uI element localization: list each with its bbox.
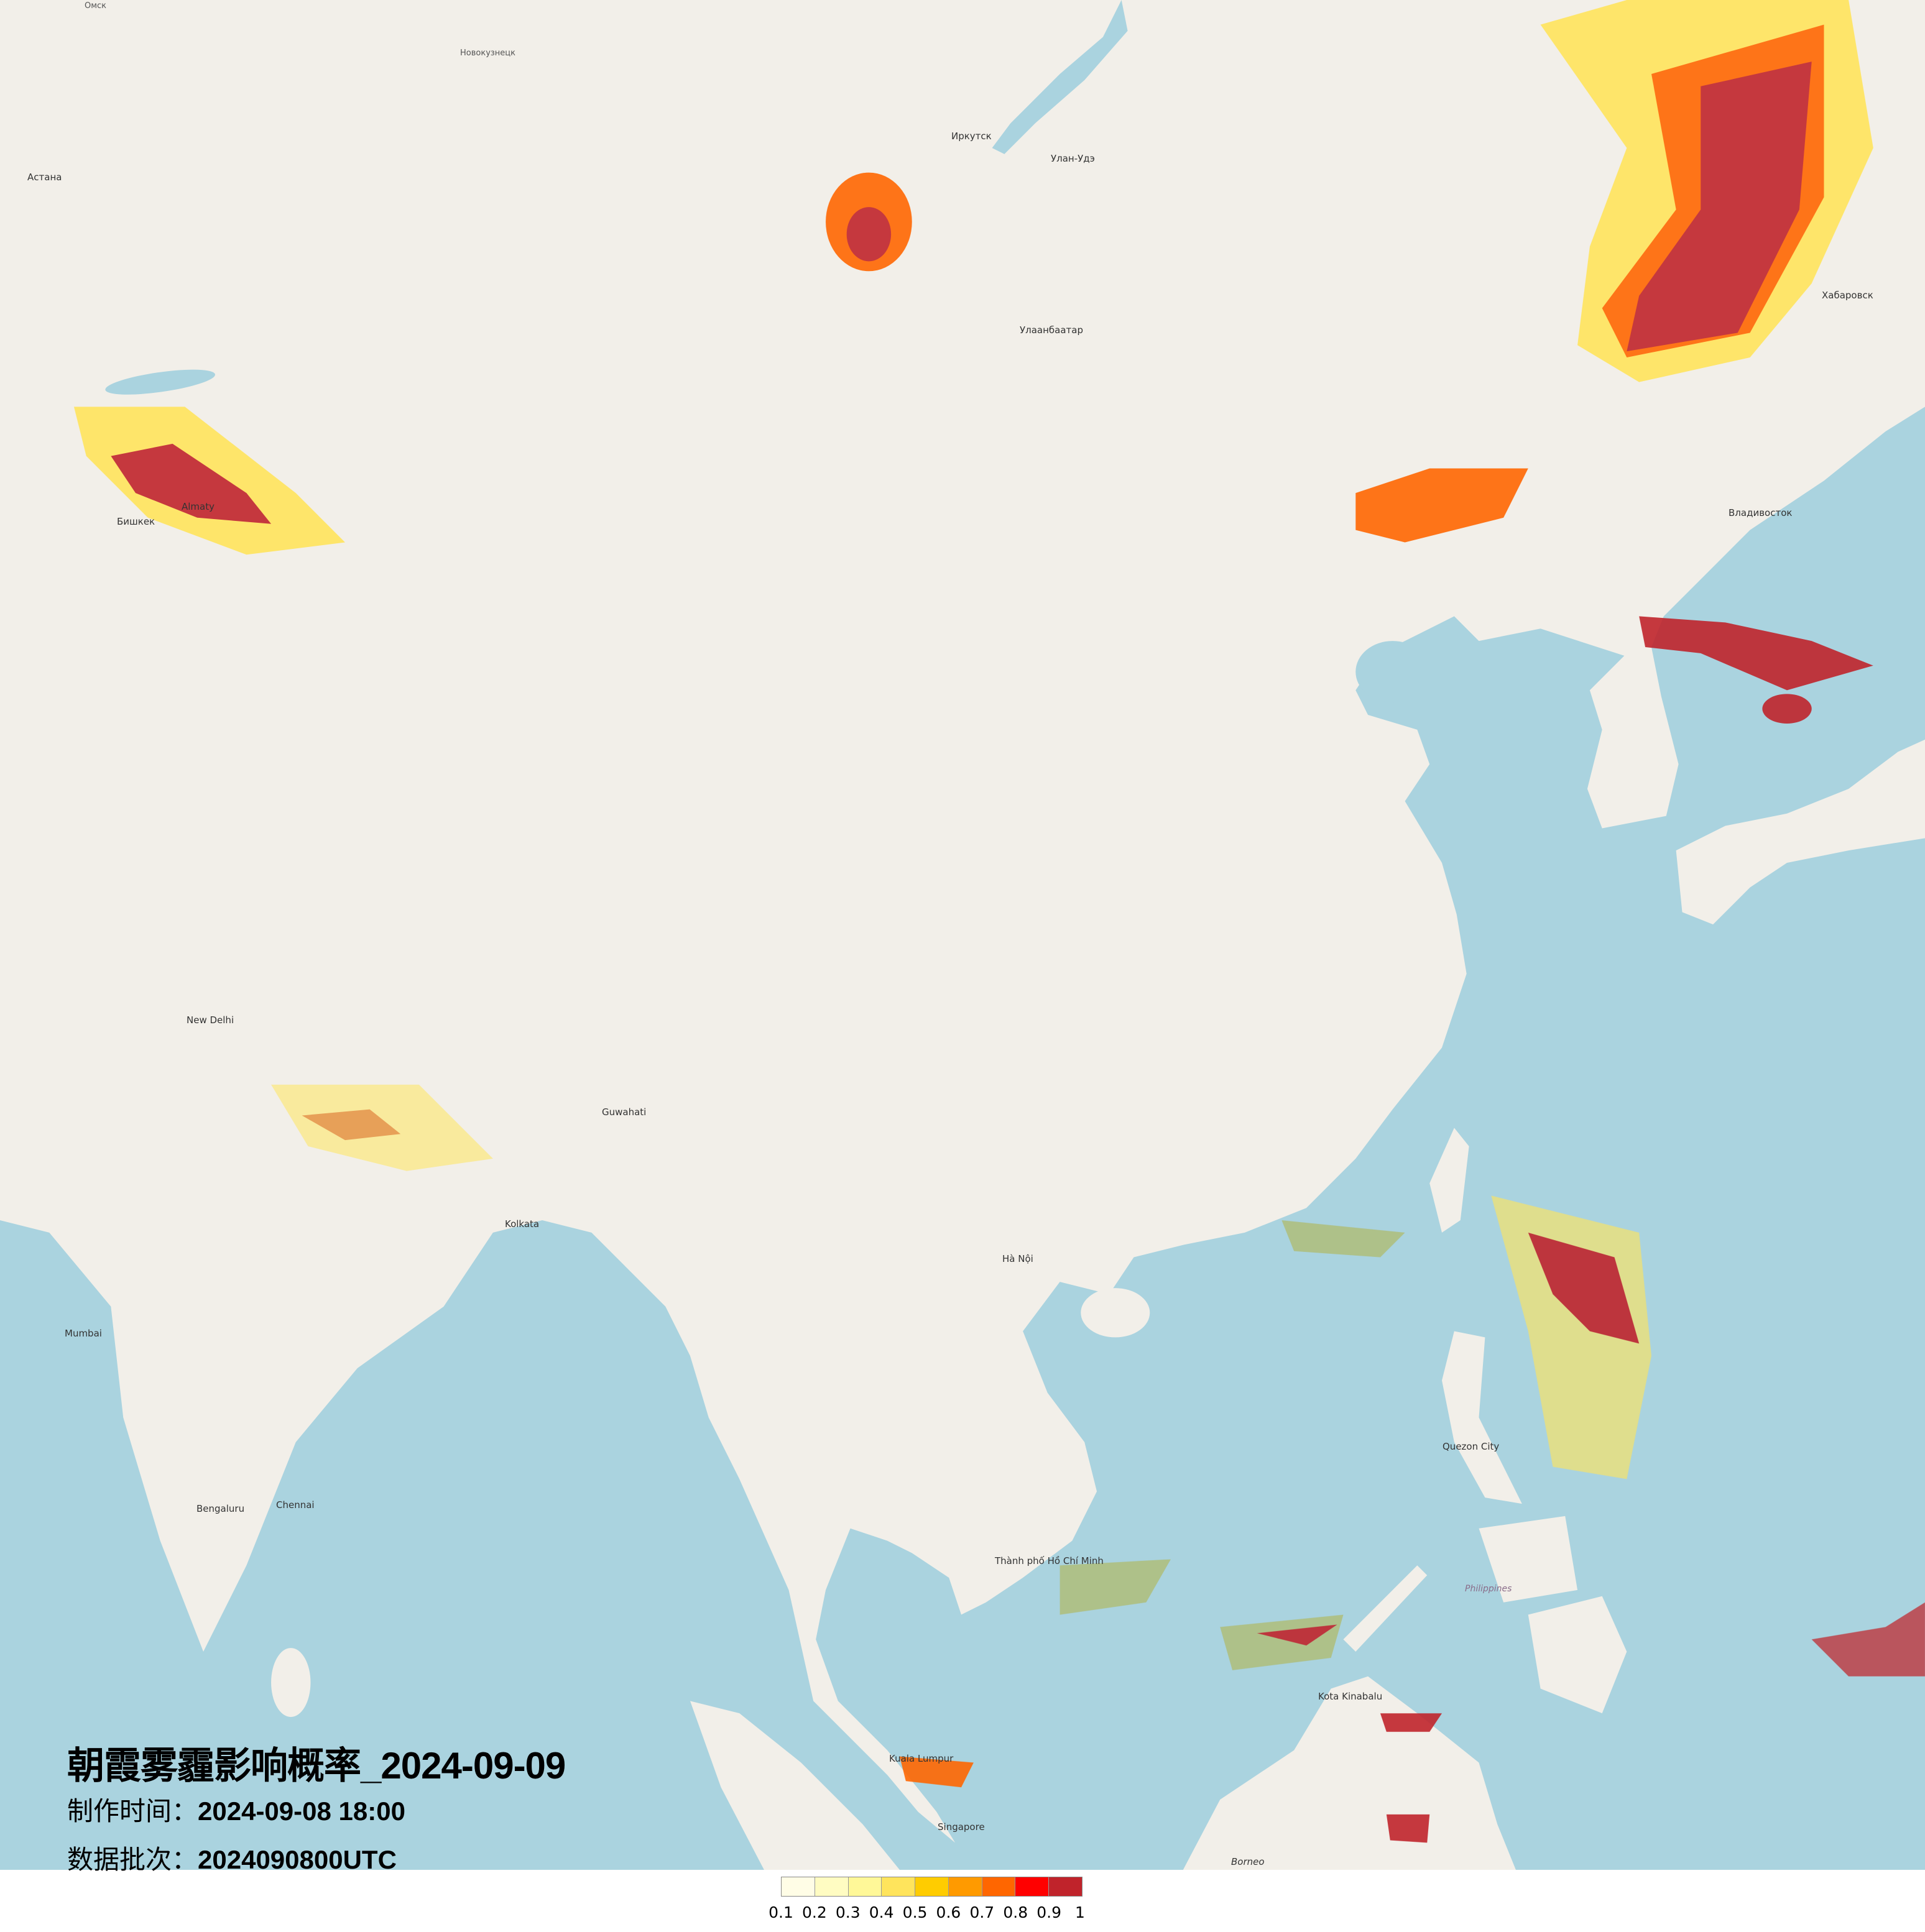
- legend-swatch: [782, 1877, 815, 1896]
- legend-tick-label: 0.6: [936, 1903, 961, 1921]
- mindanao: [1528, 1596, 1627, 1714]
- sumatra: [690, 1701, 900, 1870]
- map-canvas[interactable]: [0, 0, 1925, 1870]
- map-label: Владивосток: [1729, 507, 1793, 518]
- map-label: Бишкек: [117, 516, 155, 527]
- haze-patch-borneo: [1380, 1713, 1443, 1732]
- japan: [1676, 739, 1925, 925]
- map-label: Thành phố Hồ Chí Minh: [995, 1555, 1104, 1566]
- data-batch-value: 2024090800UTC: [198, 1845, 397, 1874]
- color-legend: [781, 1877, 1083, 1897]
- haze-patch-philippine-sea-core: [1528, 1232, 1640, 1344]
- legend-tick-label: 0.8: [1003, 1903, 1028, 1921]
- haze-probability-layer: [73, 0, 1925, 1843]
- map-label: Quezon City: [1443, 1441, 1500, 1452]
- map-label: Bengaluru: [196, 1503, 245, 1514]
- legend-tick-label: 0.4: [869, 1903, 894, 1921]
- haze-patch-borneo-south: [1386, 1814, 1430, 1843]
- map-label: Almaty: [182, 501, 215, 512]
- map-label: Mumbai: [65, 1328, 102, 1339]
- map-label: Singapore: [938, 1821, 985, 1833]
- map-label: Chennai: [276, 1499, 315, 1511]
- map-label: Kota Kinabalu: [1318, 1691, 1383, 1702]
- legend-swatch: [915, 1877, 949, 1896]
- haze-patch-png: [1811, 1602, 1925, 1677]
- map-label: Новокузнецк: [460, 48, 516, 58]
- production-time-value: 2024-09-08 18:00: [198, 1796, 405, 1826]
- haze-patch-vietnam-coast: [1059, 1559, 1171, 1615]
- haze-patch-ganges: [271, 1084, 493, 1171]
- map-label: Омск: [85, 1, 107, 11]
- legend-swatch: [848, 1877, 882, 1896]
- legend-swatch: [815, 1877, 849, 1896]
- haze-patch-siberia-core: [846, 207, 892, 262]
- map-label: Borneo: [1231, 1856, 1265, 1867]
- legend-swatch: [1049, 1877, 1083, 1896]
- legend-tick-label: 0.9: [1036, 1903, 1061, 1921]
- legend-tick-label: 0.3: [835, 1903, 861, 1921]
- map-label: Hà Nội: [1002, 1253, 1033, 1264]
- map-label: Kuala Lumpur: [889, 1753, 954, 1764]
- map-label: Иркутск: [951, 131, 992, 142]
- data-batch-label: 数据批次：: [67, 1845, 198, 1874]
- palawan: [1343, 1565, 1428, 1652]
- map-label: Хабаровск: [1822, 290, 1873, 301]
- map-label: Philippines: [1465, 1584, 1512, 1594]
- legend-swatch: [982, 1877, 1016, 1896]
- lake-baikal: [992, 0, 1128, 154]
- haze-patch-liaoning: [1355, 468, 1528, 543]
- legend-tick-label: 0.2: [801, 1903, 827, 1921]
- production-time-label: 制作时间：: [67, 1796, 198, 1826]
- haze-patch-northeast-max: [1627, 62, 1812, 352]
- production-time: 制作时间：2024-09-08 18:00: [67, 1790, 405, 1828]
- lake-balkhash: [105, 369, 216, 395]
- haze-patch-gulf-tonkin: [1281, 1220, 1405, 1258]
- map-title: 朝霞雾霾影响概率_2024-09-09: [67, 1745, 566, 1787]
- hainan: [1081, 1288, 1150, 1338]
- legend-swatch: [1015, 1877, 1050, 1896]
- borneo: [1183, 1676, 1516, 1870]
- bohai-sea: [1355, 641, 1430, 703]
- haze-patch-malaya: [899, 1756, 974, 1788]
- map-label: Астана: [27, 172, 62, 183]
- map-label: Guwahati: [602, 1106, 647, 1118]
- sri-lanka: [271, 1648, 311, 1718]
- map-label: Улаанбаатар: [1020, 324, 1084, 336]
- legend-tick-label: 0.7: [969, 1903, 995, 1921]
- haze-patch-korea: [1639, 616, 1873, 691]
- haze-patch-scs-core: [1257, 1624, 1337, 1646]
- haze-patch-eastsea: [1762, 694, 1812, 724]
- haze-patch-kazakh-core: [111, 443, 272, 524]
- legend-tick-label: 0.5: [902, 1903, 928, 1921]
- taiwan: [1429, 1128, 1469, 1233]
- map-label: New Delhi: [187, 1014, 234, 1026]
- mainland: [0, 0, 1925, 1843]
- legend-tick-label: 0.1: [769, 1903, 793, 1921]
- map-label: Улан-Удэ: [1051, 153, 1095, 164]
- legend-swatch: [948, 1877, 982, 1896]
- visayas: [1479, 1516, 1578, 1603]
- legend-tick-label: 1: [1075, 1903, 1085, 1921]
- luzon: [1442, 1331, 1522, 1504]
- data-batch: 数据批次：2024090800UTC: [67, 1839, 397, 1877]
- map-label: Kolkata: [505, 1218, 540, 1230]
- legend-swatch: [882, 1877, 916, 1896]
